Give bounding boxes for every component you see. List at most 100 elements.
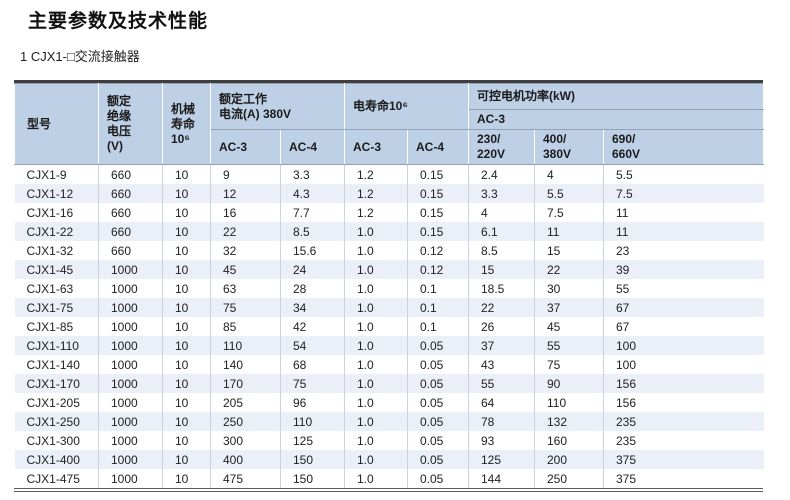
table-cell: 64 [468,393,535,412]
table-cell: 93 [468,431,535,450]
table-body: CJX1-9 660 10 9 3.3 1.2 0.15 2.4 4 5.5 CJX1-12 660 1… [14,164,764,488]
table-cell: 30 [534,279,604,298]
table-cell: 10 [162,393,211,412]
table-cell: 1.0 [344,260,408,279]
table-cell: 42 [280,317,345,336]
table-cell: 10 [162,431,211,450]
table-row: CJX1-45 1000 10 45 24 1.0 0.12 15 22 39 [14,260,764,279]
model-cell: CJX1-22 [26,224,74,239]
table-row: CJX1-63 1000 10 63 28 1.0 0.1 18.5 30 55 [14,279,764,298]
table-cell: 10 [162,469,211,488]
table-cell: 7.5 [602,184,764,203]
table-cell: 10 [162,184,211,203]
table-cell: 16 [210,203,281,222]
table-cell: 1.0 [344,374,408,393]
table-cell: 205 [210,393,281,412]
col-header-insulation-voltage: 额定 绝缘 电压 (V) [98,83,163,165]
table-cell: 4 [534,164,604,184]
table-cell: 156 [602,374,764,393]
table-cell: 125 [280,431,345,450]
table-cell: 132 [534,412,604,431]
table-header: 型号 额定 绝缘 电压 (V) 机械 寿命 10⁶ 额定工作 电流(A) 380… [14,83,765,165]
table-cell: 375 [602,469,764,488]
table-row: CJX1-250 1000 10 250 110 1.0 0.05 78 132 235 [14,412,764,431]
table-cell: 475 [210,469,281,488]
table-cell: 0.05 [407,355,469,374]
table-row: CJX1-205 1000 10 205 96 1.0 0.05 64 110 156 [14,393,764,412]
table-cell: 1.0 [344,450,408,469]
table-cell: 0.12 [407,260,469,279]
table-cell: 0.05 [407,336,469,355]
model-cell: CJX1-300 [26,433,80,448]
section-subtitle: 1 CJX1-□交流接触器 [20,49,140,64]
table-cell: 300 [210,431,281,450]
table-cell: 96 [280,393,345,412]
table-cell: 10 [162,203,211,222]
table-cell: 75 [280,374,345,393]
table-cell: 10 [162,374,211,393]
table-row: CJX1-110 1000 10 110 54 1.0 0.05 37 55 100 [14,336,764,355]
model-cell: CJX1-205 [26,395,80,410]
model-cell: CJX1-140 [26,357,80,372]
table-cell: 235 [602,412,764,431]
table-row: CJX1-12 660 10 12 4.3 1.2 0.15 3.3 5.5 7.5 [14,184,764,203]
table-cell: 1000 [98,355,163,374]
table-cell: 1.0 [344,298,408,317]
model-cell: CJX1-475 [26,471,80,486]
model-cell: CJX1-75 [26,300,74,315]
table-cell: 144 [468,469,535,488]
table-cell: 1.0 [344,355,408,374]
table-cell: 63 [210,279,281,298]
table-cell: 140 [210,355,281,374]
table-cell: 0.05 [407,412,469,431]
table-cell: 0.12 [407,241,469,260]
table-cell: 100 [602,336,764,355]
col-group-rated-current: 额定工作 电流(A) 380V [210,83,345,130]
table-cell: 660 [98,241,163,260]
table-cell: 250 [534,469,604,488]
table-cell: 110 [280,412,345,431]
table-cell: 0.15 [407,222,469,241]
table-row: CJX1-170 1000 10 170 75 1.0 0.05 55 90 156 [14,374,764,393]
table-cell: 12 [210,184,281,203]
table-row: CJX1-22 660 10 22 8.5 1.0 0.15 6.1 11 11 [14,222,764,241]
table-cell: 0.05 [407,469,469,488]
table-row: CJX1-9 660 10 9 3.3 1.2 0.15 2.4 4 5.5 [14,164,764,184]
col-header-power-690-660: 690/ 660V [602,129,765,165]
table-cell: 10 [162,222,211,241]
table-row: CJX1-475 1000 10 475 150 1.0 0.05 144 250 375 [14,469,764,488]
col-header-current-ac4: AC-4 [280,129,345,165]
table-cell: 250 [210,412,281,431]
table-row: CJX1-300 1000 10 300 125 1.0 0.05 93 160 235 [14,431,764,450]
table-cell: 11 [602,203,764,222]
table-cell: 1000 [98,279,163,298]
table-cell: 1000 [98,317,163,336]
table-row: CJX1-85 1000 10 85 42 1.0 0.1 26 45 67 [14,317,764,336]
model-cell: CJX1-32 [26,243,74,258]
col-header-current-ac3: AC-3 [210,129,281,165]
table-cell: 22 [534,260,604,279]
model-cell: CJX1-110 [26,338,79,353]
col-header-power-400-380: 400/ 380V [534,129,604,165]
table-cell: 22 [210,222,281,241]
table-cell: 67 [602,298,764,317]
table-cell: 5.5 [534,184,604,203]
table-cell: 156 [602,393,764,412]
table-cell: 1000 [98,393,163,412]
model-cell: CJX1-250 [26,414,80,429]
table-cell: 18.5 [468,279,535,298]
table-cell: 2.4 [468,164,535,184]
table-cell: 85 [210,317,281,336]
col-header-life-ac3: AC-3 [344,129,408,165]
table-cell: 1.0 [344,241,408,260]
table-cell: 45 [210,260,281,279]
table-cell: 45 [534,317,604,336]
table-cell: 4.3 [280,184,345,203]
table-cell: 7.5 [534,203,604,222]
table-cell: 4 [468,203,535,222]
table-row: CJX1-32 660 10 32 15.6 1.0 0.12 8.5 15 23 [14,241,764,260]
table-cell: 55 [534,336,604,355]
table-cell: 26 [468,317,535,336]
table-cell: 0.1 [407,317,469,336]
